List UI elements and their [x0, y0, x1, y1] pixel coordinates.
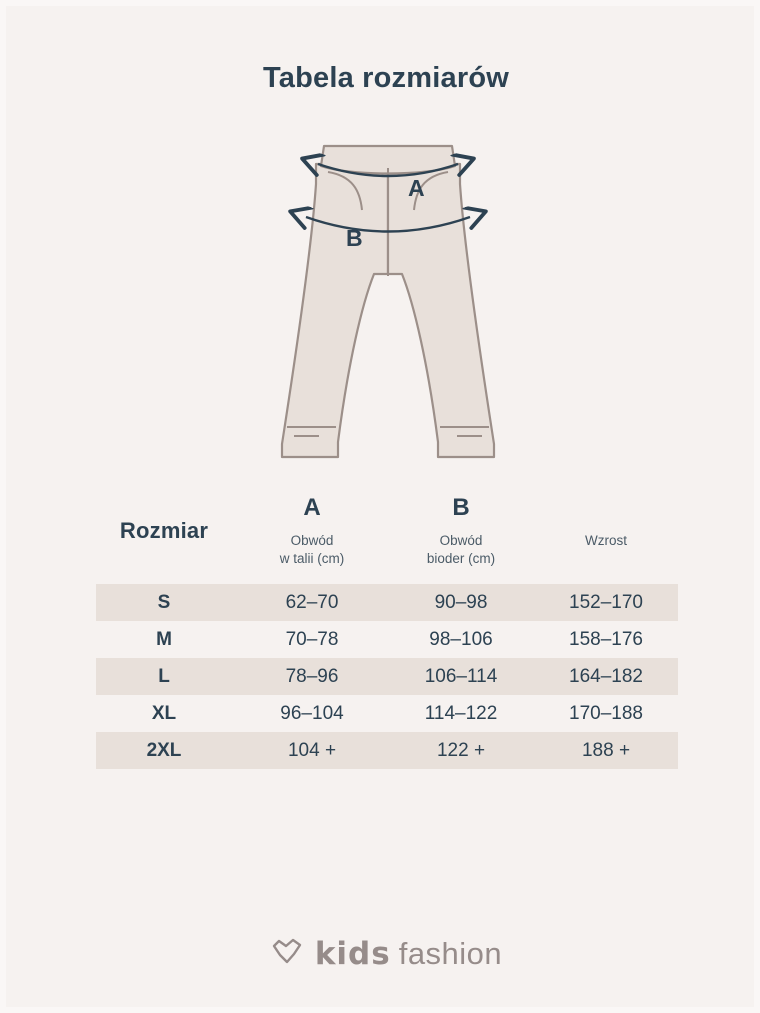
row-size: 2XL — [146, 739, 182, 761]
row-waist: 96–104 — [280, 702, 344, 724]
brand-name-light: fashion — [398, 936, 503, 971]
table-row: L 78–96 106–114 164–182 — [96, 658, 678, 695]
table-row: XL 96–104 114–122 170–188 — [96, 695, 678, 732]
header-waist: A Obwód w talii (cm) — [280, 496, 345, 568]
row-waist: 104 + — [287, 739, 337, 761]
pants-size-diagram: A B — [256, 124, 520, 469]
table-row: 2XL 104 + 122 + 188 + — [96, 732, 678, 769]
row-hips: 106–114 — [424, 665, 498, 687]
table-row: S 62–70 90–98 152–170 — [96, 584, 678, 621]
row-waist: 70–78 — [285, 628, 339, 650]
brand-footer: kids fashion — [6, 936, 760, 972]
row-hips: 98–106 — [429, 628, 493, 650]
hip-label: B — [346, 225, 363, 251]
row-height: 152–170 — [569, 591, 643, 613]
row-hips: 122 + — [436, 739, 486, 761]
header-waist-sub: Obwód w talii (cm) — [279, 533, 345, 567]
table-row: M 70–78 98–106 158–176 — [96, 621, 678, 658]
row-size: S — [157, 591, 171, 613]
page-title: Tabela rozmiarów — [262, 62, 509, 94]
row-height: 158–176 — [569, 628, 643, 650]
header-hips-sub: Obwód bioder (cm) — [426, 533, 496, 567]
row-size: M — [156, 628, 172, 650]
hip-measure-arrow — [306, 217, 470, 233]
row-height: 170–188 — [569, 702, 643, 724]
row-waist: 62–70 — [285, 591, 339, 613]
waist-measure-arrow — [318, 164, 458, 178]
waist-label: A — [408, 175, 425, 201]
row-waist: 78–96 — [285, 665, 339, 687]
size-table: Rozmiar A Obwód w talii (cm) B Obwód bio… — [96, 486, 678, 769]
row-size: XL — [151, 702, 177, 724]
row-hips: 114–122 — [424, 702, 498, 724]
header-size: Rozmiar — [119, 518, 209, 543]
row-size: L — [158, 665, 170, 687]
heart-outline-icon — [270, 937, 304, 972]
header-hips: B Obwód bioder (cm) — [427, 496, 495, 568]
row-height: 188 + — [581, 739, 631, 761]
table-header-row: Rozmiar A Obwód w talii (cm) B Obwód bio… — [96, 486, 678, 584]
header-waist-letter: A — [303, 494, 321, 521]
header-height: Wzrost — [585, 533, 627, 548]
row-hips: 90–98 — [434, 591, 488, 613]
header-hips-letter: B — [452, 494, 470, 521]
brand-name-bold: kids — [314, 936, 391, 972]
row-height: 164–182 — [569, 665, 643, 687]
